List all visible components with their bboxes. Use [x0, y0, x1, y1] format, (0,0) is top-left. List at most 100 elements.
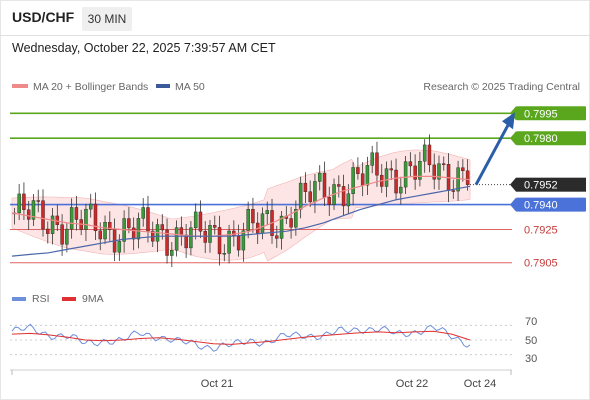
candle-body: [136, 218, 141, 240]
candle-body: [370, 152, 374, 166]
candle-body: [131, 227, 136, 240]
candle-body: [327, 197, 331, 205]
candle-body: [208, 225, 212, 243]
candle-body: [193, 211, 198, 229]
candle-body: [389, 168, 394, 171]
ma20-legend-label: MA 20 + Bollinger Bands: [33, 81, 148, 93]
header-divider: [0, 35, 590, 36]
candle-body: [279, 215, 284, 239]
candle-body: [88, 203, 93, 210]
projection-arrow-shaft: [474, 122, 511, 186]
candle-body: [74, 207, 79, 220]
candle-body: [275, 235, 279, 239]
ma20-legend-swatch: [12, 84, 28, 88]
candle-body: [265, 210, 269, 214]
candle-body: [322, 172, 327, 198]
level-tag-point-0.7940: [510, 197, 516, 212]
candle-body: [432, 164, 436, 180]
candle-body: [317, 172, 322, 182]
candle-body: [408, 161, 413, 167]
candle-body: [198, 211, 203, 232]
level-label-0.7980: 0.7980: [524, 133, 558, 145]
candle-body: [294, 209, 298, 228]
rsi-level-30: 30: [525, 353, 537, 365]
candle-body: [236, 235, 241, 251]
candle-body: [41, 200, 45, 230]
x-tick-oct22: Oct 22: [396, 378, 428, 390]
candle-body: [365, 165, 370, 186]
candle-body: [227, 230, 231, 254]
candle-body: [442, 163, 446, 165]
candle-body: [184, 234, 188, 249]
level-label-0.7940: 0.7940: [524, 200, 558, 212]
candle-body: [222, 253, 227, 255]
candle-body: [36, 200, 40, 202]
candle-body: [246, 208, 250, 231]
candle-body: [451, 190, 456, 192]
candle-body: [422, 144, 427, 162]
candle-body: [26, 209, 31, 220]
candle-body: [303, 182, 308, 192]
candle-body: [98, 230, 102, 240]
candle-body: [217, 227, 222, 255]
candle-body: [117, 241, 122, 253]
candle-body: [170, 249, 174, 256]
candle-body: [337, 184, 341, 187]
rsi-ma-legend-label: 9MA: [82, 293, 104, 305]
ma50-legend-swatch: [156, 84, 170, 88]
candle-body: [50, 215, 55, 234]
candle-body: [346, 193, 351, 207]
ma50-legend-label: MA 50: [175, 81, 205, 93]
candle-body: [465, 170, 470, 185]
current-price-tag: [516, 177, 586, 192]
candle-body: [84, 208, 88, 230]
candle-body: [31, 200, 36, 220]
price-plot: 0.7995 0.7980 0.7940 0.7925 0.7905 0.7952: [10, 106, 586, 270]
rsi-plot: [10, 323, 512, 356]
level-tag-point-0.7995: [510, 106, 516, 121]
x-tick-oct24: Oct 24: [464, 378, 496, 390]
datetime-label: Wednesday, October 22, 2025 7:39:57 AM C…: [12, 41, 276, 55]
candle-body: [146, 207, 150, 232]
current-price-tag-point: [510, 177, 516, 192]
candle-body: [127, 218, 131, 229]
rsi-level-70: 70: [525, 316, 537, 328]
candle-body: [437, 163, 441, 180]
candle-body: [108, 222, 112, 230]
timeframe-button[interactable]: 30 MIN: [82, 7, 132, 31]
symbol-title: USD/CHF: [12, 9, 75, 25]
rsi-line: [11, 323, 471, 352]
candle-body: [189, 227, 193, 249]
candle-body: [213, 225, 217, 228]
level-tag-0.7980: [516, 131, 586, 146]
candle-body: [399, 186, 403, 194]
candle-body: [22, 193, 26, 210]
rsi-legend-label: RSI: [32, 293, 50, 305]
level-label-0.7905: 0.7905: [524, 258, 558, 270]
candle-body: [418, 161, 422, 180]
rsi-ma-legend-swatch: [62, 297, 76, 301]
candle-body: [203, 231, 207, 243]
candle-body: [341, 186, 346, 207]
current-price-label: 0.7952: [524, 180, 558, 192]
ma50-line: [11, 185, 471, 257]
level-label-0.7925: 0.7925: [524, 225, 558, 237]
candle-body: [356, 167, 360, 174]
candle-body: [141, 207, 145, 219]
candle-body: [313, 181, 317, 203]
candle-body: [179, 227, 184, 236]
level-tag-0.7995: [516, 106, 586, 121]
candle-body: [384, 168, 389, 187]
candle-body: [174, 227, 179, 251]
candle-body: [241, 230, 246, 251]
x-tick-oct21: Oct 21: [201, 378, 233, 390]
credit-label: Research © 2025 Trading Central: [423, 81, 580, 93]
candle-body: [160, 224, 165, 231]
candle-body: [394, 169, 398, 194]
candle-body: [413, 165, 417, 180]
candle-body: [93, 203, 98, 232]
candle-body: [69, 207, 74, 230]
candle-body: [298, 182, 303, 210]
candle-body: [65, 228, 69, 245]
